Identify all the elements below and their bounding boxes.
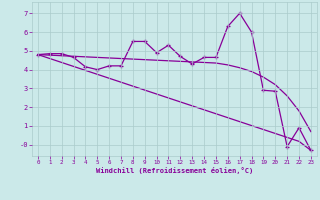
X-axis label: Windchill (Refroidissement éolien,°C): Windchill (Refroidissement éolien,°C) bbox=[96, 167, 253, 174]
